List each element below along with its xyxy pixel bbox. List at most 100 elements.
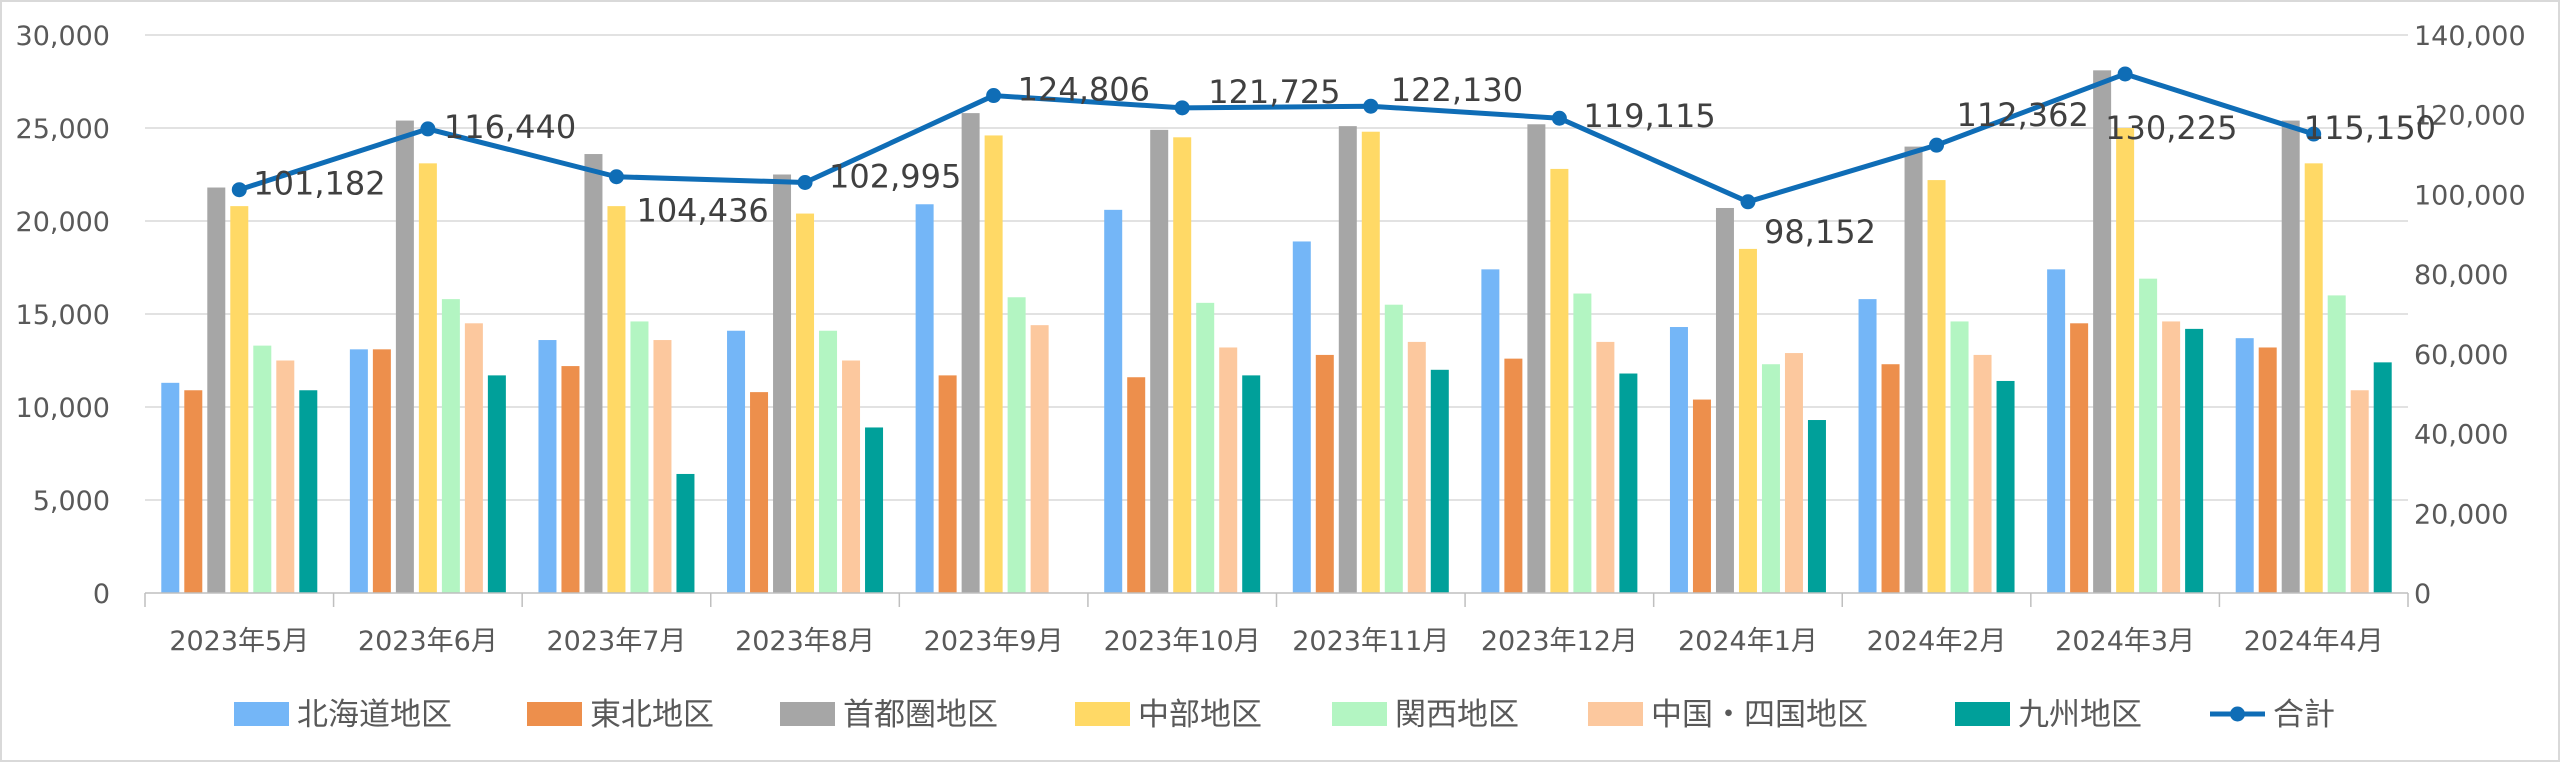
legend-label: 九州地区 (2018, 697, 2142, 733)
y-right-tick-label: 40,000 (2414, 420, 2508, 451)
bar (1007, 297, 1026, 593)
bar (1104, 209, 1123, 593)
legend-item-7[interactable]: 合計 (2210, 697, 2335, 733)
gridlines (145, 34, 2408, 501)
y-right-tick-label: 20,000 (2414, 499, 2508, 530)
bar (299, 390, 318, 593)
legend-label: 中国・四国地区 (1651, 697, 1868, 733)
y-left-tick-label: 5,000 (33, 486, 110, 517)
x-tick-label: 2024年4月 (2244, 626, 2384, 657)
total-point (420, 121, 436, 137)
bar (2258, 347, 2277, 593)
x-tick-label: 2024年3月 (2055, 626, 2195, 657)
x-tick-label: 2024年2月 (1867, 626, 2007, 657)
bar (584, 154, 603, 594)
bar (676, 473, 695, 593)
bar (1927, 180, 1946, 593)
bar (1292, 241, 1311, 593)
x-tick-label: 2023年9月 (924, 626, 1064, 657)
bar (161, 382, 180, 593)
y-left-tick-label: 20,000 (16, 207, 110, 238)
y-left-tick-label: 25,000 (16, 114, 110, 145)
bar (2185, 328, 2204, 593)
x-tick-label: 2023年7月 (547, 626, 687, 657)
axes: 0 5,000 10,000 15,000 20,000 25,000 30,000 0 20,… (16, 21, 2526, 657)
bar (1481, 269, 1500, 593)
bar (1596, 341, 1615, 593)
bar (1950, 321, 1969, 593)
bar (1315, 354, 1334, 593)
legend-item-4[interactable]: 関西地区 (1332, 697, 1519, 733)
y-left-tick-label: 0 (93, 579, 110, 610)
bar (2373, 362, 2392, 593)
bar (2235, 338, 2254, 593)
y-right-tick-label: 80,000 (2414, 260, 2508, 291)
bar (2093, 70, 2112, 594)
bar (1858, 299, 1877, 593)
legend-swatch (1955, 702, 2010, 726)
bar (773, 174, 792, 593)
bars (161, 70, 2392, 594)
bar (1738, 248, 1757, 593)
y-right-tick-label: 60,000 (2414, 340, 2508, 371)
bar (1527, 124, 1546, 593)
bar (1173, 137, 1192, 594)
legend-label: 中部地区 (1138, 697, 1262, 733)
bar (1338, 126, 1357, 593)
legend-swatch (234, 702, 289, 726)
bar (1504, 358, 1523, 593)
legend-swatch (780, 702, 835, 726)
total-data-label: 119,115 (1583, 97, 1715, 135)
total-line (231, 66, 2322, 210)
legend-item-1[interactable]: 東北地区 (527, 697, 714, 733)
bar (842, 360, 861, 593)
bar (750, 392, 769, 593)
total-point (2306, 126, 2322, 142)
y-left-tick-label: 15,000 (16, 300, 110, 331)
legend-label: 合計 (2273, 697, 2335, 733)
bar (1242, 375, 1261, 593)
total-data-label: 116,440 (444, 108, 576, 146)
y-right-tick-label: 100,000 (2414, 180, 2526, 211)
x-tick-label: 2024年1月 (1678, 626, 1818, 657)
bar (372, 349, 391, 593)
bar (938, 375, 957, 593)
bar (630, 321, 649, 593)
bar (984, 135, 1003, 593)
legend-item-3[interactable]: 中部地区 (1075, 697, 1262, 733)
total-series-line (238, 71, 2315, 205)
x-tick-label: 2023年11月 (1292, 626, 1449, 657)
legend-label: 首都圏地区 (843, 697, 998, 733)
bar (349, 349, 368, 593)
x-tick-label: 2023年5月 (169, 626, 309, 657)
y-right-tick-label: 120,000 (2414, 101, 2526, 132)
bar (1904, 146, 1923, 593)
y-right-tick-label: 0 (2414, 579, 2431, 610)
bar (561, 366, 580, 593)
total-data-label: 122,130 (1391, 71, 1523, 109)
bar (1150, 129, 1169, 594)
bar (2350, 390, 2369, 593)
legend-item-0[interactable]: 北海道地区 (234, 697, 452, 733)
bar (1030, 325, 1049, 593)
legend[interactable]: 北海道地区 東北地区 首都圏地区 中部地区 関西地区 中国・四国地区 九州地区 合計 (234, 697, 2335, 733)
bar (1996, 380, 2015, 593)
bar (464, 323, 483, 593)
bar (865, 427, 884, 593)
legend-label: 関西地区 (1395, 697, 1519, 733)
legend-swatch (1332, 702, 1387, 726)
total-data-label: 130,225 (2105, 109, 2237, 147)
bar (2070, 323, 2089, 593)
bar (1692, 399, 1711, 593)
legend-item-2[interactable]: 首都圏地区 (780, 697, 998, 733)
bar (1881, 364, 1900, 593)
bar (207, 187, 226, 593)
bar (1127, 377, 1146, 593)
legend-item-5[interactable]: 中国・四国地区 (1588, 697, 1868, 733)
total-data-label: 115,150 (2304, 109, 2436, 147)
total-point (1174, 100, 1190, 116)
bar (796, 213, 815, 593)
bar (2116, 128, 2135, 593)
legend-item-6[interactable]: 九州地区 (1955, 697, 2142, 733)
bar (1196, 302, 1215, 593)
